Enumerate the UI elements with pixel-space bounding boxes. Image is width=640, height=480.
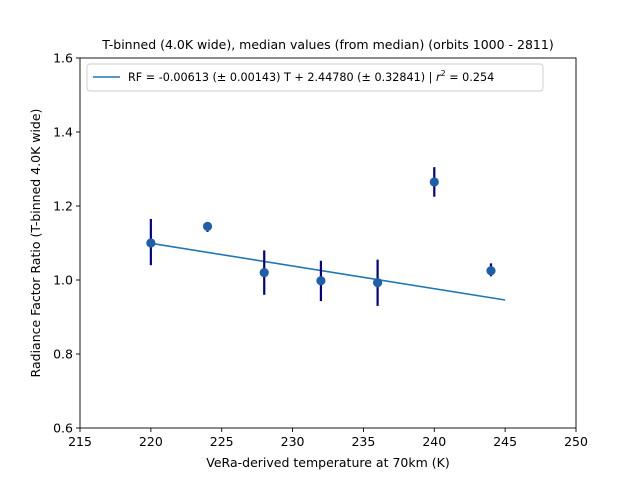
plot-area	[79, 57, 577, 429]
y-tick-label: 0.6	[53, 421, 73, 436]
legend-r-symbol: r	[436, 71, 442, 84]
chart-title: T-binned (4.0K wide), median values (fro…	[101, 37, 553, 52]
data-point	[316, 276, 326, 286]
x-axis-label: VeRa-derived temperature at 70km (K)	[206, 455, 449, 470]
legend-fit-label-suffix: = 0.254	[446, 71, 495, 84]
x-tick-label: 215	[68, 434, 92, 449]
plot-frame	[79, 57, 577, 429]
y-tick-label: 1.2	[53, 199, 73, 214]
x-tick-label: 240	[422, 434, 446, 449]
legend-fit-label: RF = -0.00613 (± 0.00143) T + 2.44780 (±…	[128, 69, 494, 84]
marker-layer	[146, 177, 496, 288]
legend-fit-label-prefix: RF = -0.00613 (± 0.00143) T + 2.44780 (±…	[128, 71, 436, 84]
x-tick-label: 250	[564, 434, 588, 449]
y-axis-ticks: 0.6 0.8 1.0 1.2 1.4 1.6	[53, 51, 80, 436]
y-tick-label: 0.8	[53, 347, 73, 362]
legend-r-power: 2	[441, 69, 446, 78]
legend-box	[86, 63, 544, 92]
x-tick-label: 230	[281, 434, 305, 449]
x-tick-label: 245	[493, 434, 517, 449]
data-point	[202, 221, 213, 231]
data-point	[373, 277, 383, 288]
legend: RF = -0.00613 (± 0.00143) T + 2.44780 (±…	[86, 63, 544, 92]
x-tick-label: 220	[139, 434, 163, 449]
data-point	[429, 177, 439, 187]
y-tick-label: 1.6	[53, 51, 73, 66]
data-point	[146, 238, 156, 248]
fit-layer	[150, 242, 506, 301]
fit-line	[150, 242, 506, 301]
data-point	[259, 268, 269, 278]
x-axis-ticks: 215 220 225 230 235 240 245 250	[68, 428, 588, 449]
data-point	[486, 266, 496, 276]
y-tick-label: 1.0	[53, 273, 73, 288]
x-tick-label: 225	[210, 434, 234, 449]
y-tick-label: 1.4	[53, 125, 73, 140]
y-axis-label: Radiance Factor Ratio (T-binned 4.0K wid…	[28, 109, 43, 378]
x-tick-label: 235	[351, 434, 375, 449]
